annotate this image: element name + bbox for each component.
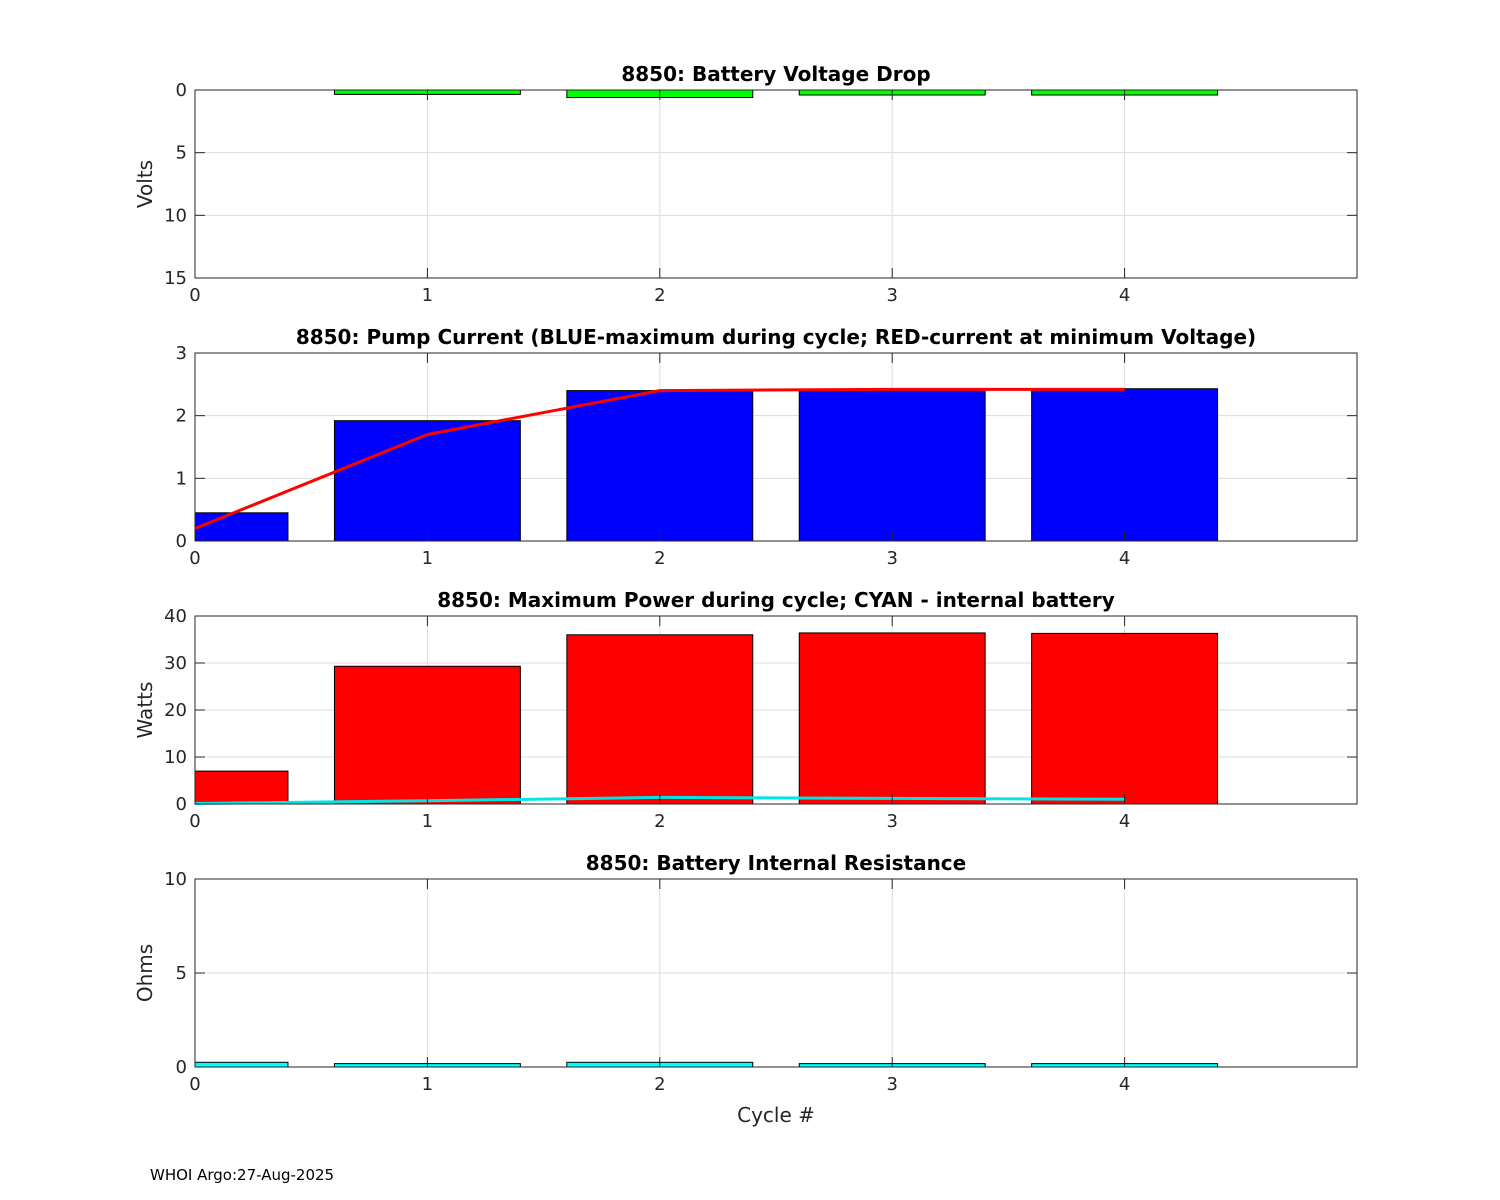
- x-tick-label: 0: [189, 1074, 200, 1095]
- bar-cycle-2: [566, 634, 754, 805]
- x-tick-label: 1: [422, 1074, 433, 1095]
- panel-title: 8850: Battery Internal Resistance: [586, 851, 966, 875]
- y-tick-label: 5: [176, 963, 187, 984]
- panel-1: 0 1 2 3 4 0 5 10 15 8850: Battery Voltage Drop Vol…: [133, 62, 1358, 306]
- y-tick-label: 10: [164, 747, 187, 768]
- panel-2: 0 1 2 3 4 0 1 2 3 8850: Pump Current (BLUE-maximu…: [176, 325, 1358, 569]
- x-tick-label: 2: [654, 285, 665, 306]
- bar-cycle-4: [1031, 388, 1219, 542]
- y-tick-label: 0: [176, 531, 187, 552]
- bar-cycle-3: [798, 632, 986, 805]
- x-tick-label: 1: [422, 285, 433, 306]
- y-tick-label: 10: [164, 869, 187, 890]
- x-tick-label: 0: [189, 811, 200, 832]
- y-axis-label: Watts: [133, 682, 157, 739]
- x-tick-label: 4: [1119, 1074, 1130, 1095]
- footer-credit: WHOI Argo:27-Aug-2025: [150, 1166, 335, 1184]
- y-tick-label: 20: [164, 700, 187, 721]
- y-tick-label: 10: [164, 205, 187, 226]
- panel-title: 8850: Battery Voltage Drop: [621, 62, 930, 86]
- panel-title: 8850: Pump Current (BLUE-maximum during …: [296, 325, 1256, 349]
- bar-cycle-2: [566, 390, 754, 542]
- bar-cycle-1: [333, 420, 521, 542]
- x-tick-label: 2: [654, 548, 665, 569]
- bar-cycle-3: [798, 388, 986, 542]
- panel-4: 0 1 2 3 4 0 5 10 8850: Battery Internal Resistan…: [133, 851, 1358, 1127]
- x-tick-label: 3: [886, 285, 897, 306]
- y-tick-label: 1: [176, 468, 187, 489]
- x-tick-label: 0: [189, 548, 200, 569]
- x-tick-label: 4: [1119, 285, 1130, 306]
- x-tick-label: 0: [189, 285, 200, 306]
- x-tick-label: 2: [654, 811, 665, 832]
- x-tick-label: 4: [1119, 811, 1130, 832]
- y-tick-label: 0: [176, 1057, 187, 1078]
- panel-title: 8850: Maximum Power during cycle; CYAN -…: [437, 588, 1115, 612]
- axes-frame: [194, 89, 1358, 279]
- x-tick-label: 3: [886, 548, 897, 569]
- bar-cycle-0: [194, 1061, 289, 1068]
- plot-area: [195, 90, 1357, 278]
- y-tick-label: 40: [164, 606, 187, 627]
- axes-frame: [194, 352, 1358, 542]
- y-tick-label: 15: [164, 268, 187, 289]
- y-tick-label: 3: [176, 343, 187, 364]
- bar-cycle-4: [1031, 632, 1219, 805]
- bar-cycle-0: [194, 770, 289, 805]
- x-tick-label: 3: [886, 1074, 897, 1095]
- x-tick-label: 4: [1119, 548, 1130, 569]
- y-tick-label: 30: [164, 653, 187, 674]
- y-axis-label: Ohms: [133, 944, 157, 1002]
- x-tick-label: 2: [654, 1074, 665, 1095]
- y-tick-label: 0: [176, 80, 187, 101]
- y-tick-label: 0: [176, 794, 187, 815]
- x-tick-label: 1: [422, 811, 433, 832]
- y-tick-label: 2: [176, 406, 187, 427]
- y-tick-label: 5: [176, 143, 187, 164]
- x-axis-label: Cycle #: [737, 1103, 815, 1127]
- x-tick-label: 1: [422, 548, 433, 569]
- x-tick-label: 3: [886, 811, 897, 832]
- y-axis-label: Volts: [133, 160, 157, 208]
- bar-cycle-0: [194, 512, 289, 542]
- bar-cycle-1: [333, 665, 521, 805]
